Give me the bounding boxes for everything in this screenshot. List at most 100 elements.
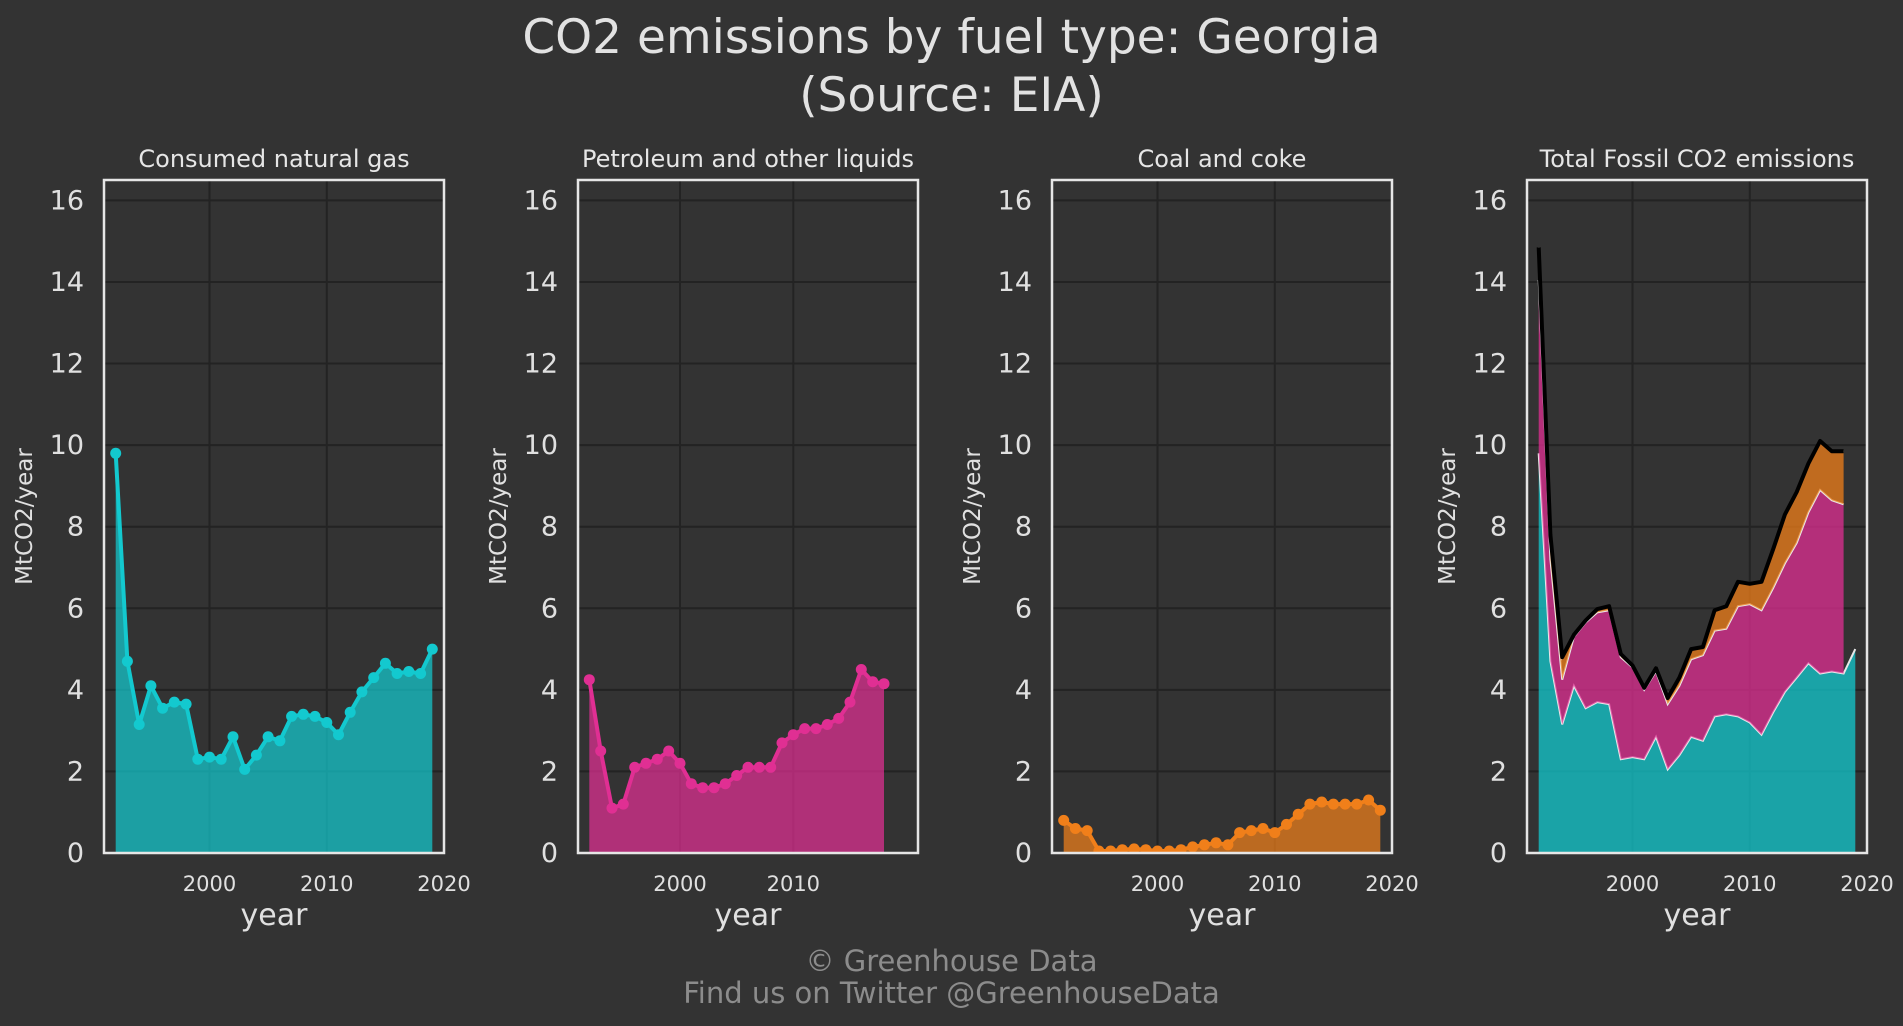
footer-twitter: Find us on Twitter @GreenhouseData — [683, 976, 1220, 1010]
data-point — [1339, 798, 1351, 810]
y-tick-label: 2 — [541, 756, 558, 787]
data-point — [1269, 827, 1281, 839]
y-tick-label: 16 — [998, 185, 1032, 216]
y-tick-label: 6 — [1015, 593, 1032, 624]
data-point — [765, 761, 777, 773]
y-tick-label: 12 — [524, 349, 558, 380]
data-point — [145, 680, 157, 692]
x-tick-label: 2000 — [183, 872, 236, 896]
data-point — [867, 676, 879, 688]
x-axis-label: year — [715, 898, 783, 933]
data-point — [833, 712, 845, 724]
data-point — [368, 672, 380, 684]
data-point — [1292, 808, 1304, 820]
data-point — [1210, 837, 1222, 849]
y-tick-label: 16 — [1473, 185, 1507, 216]
data-point — [274, 735, 286, 747]
data-point — [344, 706, 356, 718]
x-tick-label: 2010 — [300, 872, 353, 896]
x-tick-label: 2020 — [1365, 872, 1418, 896]
data-point — [685, 778, 697, 790]
data-point — [333, 729, 344, 741]
data-point — [1105, 845, 1117, 853]
data-point — [415, 668, 427, 679]
y-tick-label: 10 — [998, 430, 1032, 461]
y-tick-label: 6 — [541, 593, 558, 624]
data-point — [651, 753, 663, 765]
panel-4: 0 2 4 6 8 10 12 14 16 2000 2010 2020 Total Fossil CO… — [1435, 145, 1894, 933]
stack-area-petroleum — [1538, 279, 1844, 770]
plot-area — [583, 664, 890, 853]
data-point — [1316, 796, 1328, 808]
data-point — [776, 737, 788, 749]
x-axis-label: year — [1189, 898, 1257, 933]
data-point — [121, 655, 133, 667]
data-point — [617, 798, 629, 810]
y-tick-label: 2 — [1490, 756, 1507, 787]
plot-area — [110, 447, 438, 853]
data-point — [262, 731, 274, 743]
y-axis-label: MtCO2/year — [12, 448, 38, 585]
x-tick-label: 2010 — [767, 872, 820, 896]
data-point — [426, 643, 438, 655]
data-point — [629, 761, 641, 773]
data-point — [844, 696, 856, 708]
x-tick-label: 2000 — [1606, 872, 1659, 896]
y-tick-label: 10 — [524, 430, 558, 461]
footer-copyright: © Greenhouse Data — [805, 944, 1098, 978]
data-point — [595, 745, 607, 757]
series-line — [113, 453, 435, 772]
data-point — [1374, 804, 1386, 816]
y-tick-label: 0 — [67, 838, 84, 869]
data-point — [1327, 798, 1339, 810]
data-point — [180, 698, 192, 710]
data-point — [1081, 825, 1093, 837]
data-point — [1058, 814, 1070, 826]
panel-frame — [576, 178, 920, 855]
data-point — [810, 723, 822, 735]
data-point — [583, 674, 595, 686]
x-tick-label: 2020 — [417, 872, 470, 896]
data-point — [663, 745, 675, 757]
y-tick-label: 8 — [1015, 512, 1032, 543]
data-point — [1281, 818, 1292, 830]
figure-subtitle: (Source: EIA) — [799, 68, 1104, 123]
data-point — [753, 761, 765, 773]
data-point — [640, 757, 652, 769]
y-tick-label: 0 — [1490, 838, 1507, 869]
y-axis-label: MtCO2/year — [1435, 448, 1461, 585]
data-point — [1257, 823, 1269, 834]
y-tick-label: 0 — [541, 838, 558, 869]
y-tick-label: 12 — [1473, 349, 1507, 380]
y-tick-label: 16 — [524, 185, 558, 216]
data-point — [821, 719, 833, 730]
data-point — [708, 782, 720, 794]
data-point — [799, 723, 811, 735]
data-point — [1163, 845, 1175, 853]
data-point — [379, 657, 391, 669]
y-axis-label: MtCO2/year — [486, 448, 512, 585]
data-point — [1187, 841, 1199, 853]
total-line — [1536, 247, 1844, 700]
data-point — [1222, 839, 1234, 851]
data-point — [239, 763, 251, 775]
panel-title: Coal and coke — [1138, 145, 1307, 173]
series-line — [1062, 798, 1382, 853]
data-point — [297, 708, 309, 720]
y-tick-label: 10 — [50, 430, 84, 461]
panel-title: Petroleum and other liquids — [582, 145, 914, 173]
y-tick-label: 2 — [67, 756, 84, 787]
data-point — [192, 753, 204, 765]
plot-area — [1058, 794, 1386, 853]
data-point — [250, 749, 262, 761]
data-point — [1093, 845, 1105, 853]
y-tick-label: 4 — [67, 675, 84, 706]
data-point — [215, 753, 227, 765]
data-point — [787, 729, 799, 741]
data-point — [133, 719, 145, 730]
x-tick-label: 2020 — [1840, 872, 1893, 896]
data-point — [157, 702, 169, 714]
data-point — [227, 731, 239, 743]
